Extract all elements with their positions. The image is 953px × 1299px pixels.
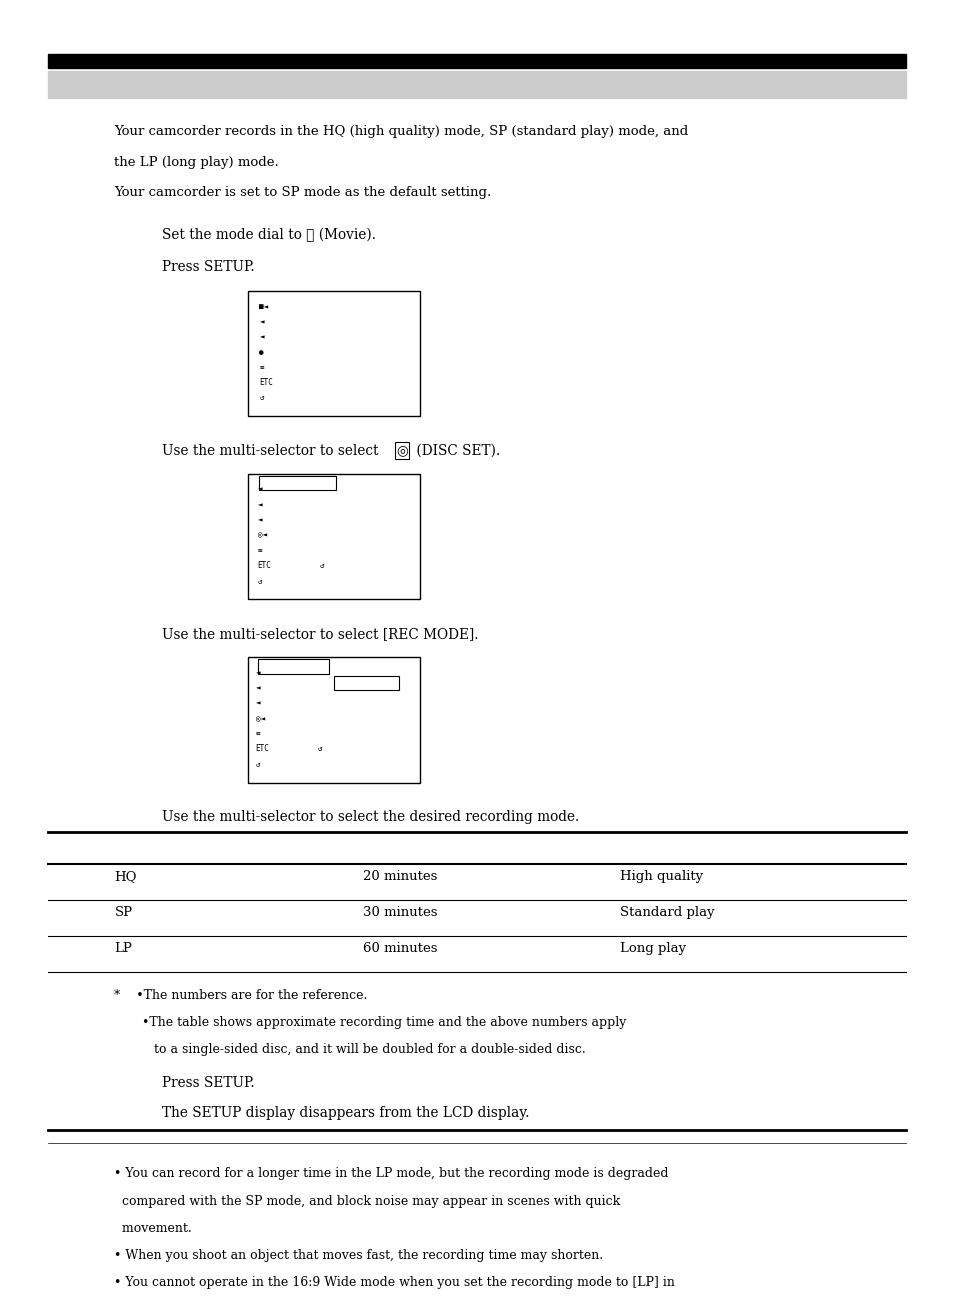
Text: ETC: ETC xyxy=(255,744,270,753)
Text: • When you shoot an object that moves fast, the recording time may shorten.: • When you shoot an object that moves fa… xyxy=(114,1250,603,1263)
Bar xyxy=(257,660,329,674)
Text: ◄: ◄ xyxy=(257,516,262,525)
Text: ETC: ETC xyxy=(257,561,272,570)
Text: ◄: ◄ xyxy=(257,500,262,509)
Bar xyxy=(48,71,905,99)
Text: the LP (long play) mode.: the LP (long play) mode. xyxy=(114,156,279,169)
Text: ◄: ◄ xyxy=(259,317,264,326)
Text: Long play: Long play xyxy=(619,942,685,955)
Text: ◎◄: ◎◄ xyxy=(257,531,267,540)
Text: (DISC SET).: (DISC SET). xyxy=(412,444,500,457)
Text: High quality: High quality xyxy=(619,870,702,883)
Text: Use the multi-selector to select [REC MODE].: Use the multi-selector to select [REC MO… xyxy=(162,626,478,640)
Text: The SETUP display disappears from the LCD display.: The SETUP display disappears from the LC… xyxy=(162,1107,529,1120)
Bar xyxy=(259,477,335,491)
Text: ≡: ≡ xyxy=(259,362,264,372)
Text: ◄: ◄ xyxy=(255,668,260,677)
Text: Use the multi-selector to select the desired recording mode.: Use the multi-selector to select the des… xyxy=(162,809,578,824)
Text: ◄: ◄ xyxy=(255,699,260,708)
Text: ◄: ◄ xyxy=(255,683,260,692)
Text: movement.: movement. xyxy=(114,1222,192,1235)
Text: 20 minutes: 20 minutes xyxy=(362,870,436,883)
Bar xyxy=(248,291,419,417)
Bar xyxy=(248,474,419,599)
Text: ↺: ↺ xyxy=(319,561,324,570)
Text: ■◄: ■◄ xyxy=(259,301,269,310)
Text: ◎◄: ◎◄ xyxy=(255,714,265,724)
Text: Your camcorder is set to SP mode as the default setting.: Your camcorder is set to SP mode as the … xyxy=(114,186,491,199)
Text: ≡: ≡ xyxy=(257,546,262,555)
Text: ◎: ◎ xyxy=(395,444,407,457)
Text: ↺: ↺ xyxy=(317,744,322,753)
Bar xyxy=(334,675,398,690)
Text: ◄: ◄ xyxy=(259,333,264,342)
Text: ↺: ↺ xyxy=(255,760,260,769)
Text: Set the mode dial to ⋮ (Movie).: Set the mode dial to ⋮ (Movie). xyxy=(162,227,375,242)
Text: *    •The numbers are for the reference.: * •The numbers are for the reference. xyxy=(114,989,368,1002)
Text: ETC: ETC xyxy=(259,378,274,387)
Text: 30 minutes: 30 minutes xyxy=(362,905,436,918)
Text: Press SETUP.: Press SETUP. xyxy=(162,1076,254,1090)
Text: LP: LP xyxy=(114,942,132,955)
Text: Use the multi-selector to select: Use the multi-selector to select xyxy=(162,444,383,457)
Bar xyxy=(48,55,905,68)
Text: 60 minutes: 60 minutes xyxy=(362,942,436,955)
Text: compared with the SP mode, and block noise may appear in scenes with quick: compared with the SP mode, and block noi… xyxy=(114,1195,620,1208)
Text: •The table shows approximate recording time and the above numbers apply: •The table shows approximate recording t… xyxy=(114,1016,626,1029)
Text: • You cannot operate in the 16:9 Wide mode when you set the recording mode to [L: • You cannot operate in the 16:9 Wide mo… xyxy=(114,1277,675,1290)
Text: ●: ● xyxy=(259,348,264,357)
Text: ◄: ◄ xyxy=(257,485,262,494)
Text: Standard play: Standard play xyxy=(619,905,714,918)
Text: ↺: ↺ xyxy=(257,577,262,586)
Text: SP: SP xyxy=(114,905,132,918)
Text: to a single-sided disc, and it will be doubled for a double-sided disc.: to a single-sided disc, and it will be d… xyxy=(114,1043,585,1056)
Text: ↺: ↺ xyxy=(259,394,264,403)
Bar xyxy=(248,657,419,782)
Text: Your camcorder records in the HQ (high quality) mode, SP (standard play) mode, a: Your camcorder records in the HQ (high q… xyxy=(114,125,688,139)
Text: Press SETUP.: Press SETUP. xyxy=(162,261,254,274)
Text: ≡: ≡ xyxy=(255,729,260,738)
Text: HQ: HQ xyxy=(114,870,137,883)
Text: • You can record for a longer time in the LP mode, but the recording mode is deg: • You can record for a longer time in th… xyxy=(114,1168,668,1181)
